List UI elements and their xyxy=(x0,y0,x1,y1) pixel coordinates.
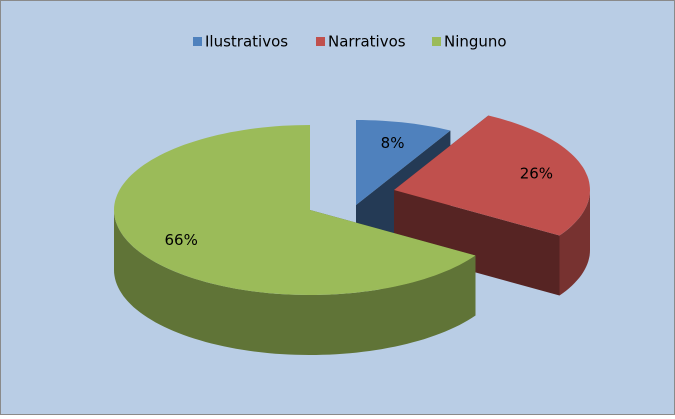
slice-side xyxy=(559,190,590,296)
slice xyxy=(394,115,590,236)
legend-swatch xyxy=(193,37,202,46)
legend-label: Ilustrativos xyxy=(205,33,288,51)
slice-side xyxy=(114,210,476,355)
slice xyxy=(356,120,451,205)
data-label: 8% xyxy=(381,134,405,152)
legend-swatch xyxy=(432,37,441,46)
slice xyxy=(114,125,476,295)
legend-label: Ninguno xyxy=(444,33,507,51)
legend-swatch xyxy=(316,37,325,46)
data-label: 26% xyxy=(520,165,553,183)
legend-label: Narrativos xyxy=(328,33,406,51)
data-label: 66% xyxy=(165,231,198,249)
slice-side xyxy=(394,190,560,296)
